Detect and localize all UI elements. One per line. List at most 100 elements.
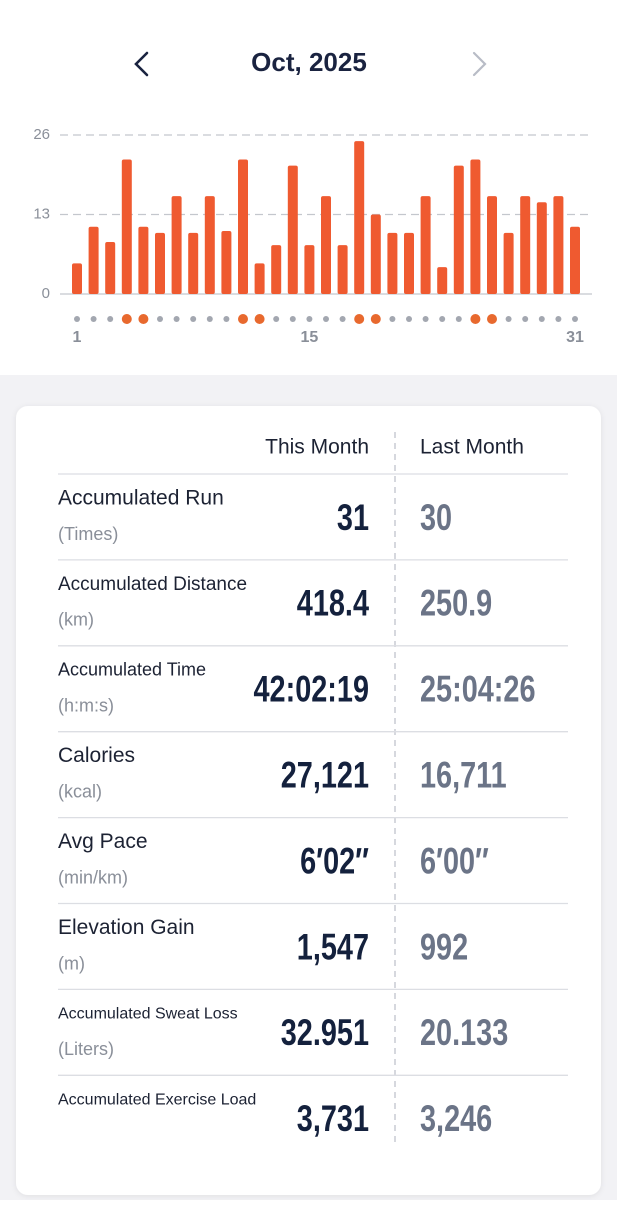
- bar: [72, 263, 82, 294]
- day-marker: [354, 314, 365, 324]
- row-unit: (Times): [58, 524, 118, 544]
- day-marker: [422, 316, 429, 322]
- bar: [155, 232, 165, 294]
- row-unit: (Liters): [58, 1039, 114, 1059]
- row-unit: (min/km): [58, 867, 128, 887]
- bar: [470, 159, 481, 294]
- day-marker: [572, 316, 578, 322]
- bar: [171, 196, 182, 294]
- this-month-value: 42:02:19: [253, 669, 369, 710]
- row-label: Accumulated Sweat Loss: [58, 1006, 238, 1023]
- row-label: Calories: [58, 744, 135, 767]
- day-marker: [121, 314, 132, 324]
- row-unit: (m): [58, 953, 85, 973]
- last-month-value: 30: [420, 497, 452, 538]
- chart: 0 13 26 1 15 31: [33, 126, 592, 346]
- prev-month-button[interactable]: [134, 51, 149, 77]
- bar: [105, 242, 116, 294]
- bar: [221, 231, 232, 294]
- y-tick-label: 13: [33, 205, 50, 222]
- bar: [553, 196, 564, 294]
- y-tick-label: 0: [42, 285, 50, 302]
- bar: [503, 232, 514, 294]
- bar: [304, 245, 315, 294]
- day-marker: [406, 316, 412, 322]
- row-unit: (h:m:s): [58, 696, 114, 716]
- bar: [387, 232, 398, 294]
- x-tick-label: 15: [301, 329, 319, 346]
- day-marker: [206, 316, 213, 322]
- bar: [487, 196, 497, 294]
- row-unit: (km): [58, 610, 94, 630]
- row-label: Accumulated Time: [58, 660, 206, 680]
- bar: [354, 141, 365, 294]
- bar: [287, 165, 298, 294]
- day-marker: [74, 316, 80, 322]
- day-marker: [157, 316, 163, 322]
- this-month-value: 6′02″: [300, 841, 369, 882]
- last-month-value: 20.133: [420, 1013, 508, 1054]
- last-month-value: 3,246: [420, 1099, 492, 1140]
- day-marker: [555, 316, 562, 322]
- bar: [204, 196, 215, 294]
- day-marker: [190, 316, 197, 322]
- day-marker: [323, 316, 329, 322]
- last-month-value: 6′00″: [420, 841, 489, 882]
- day-marker: [90, 316, 97, 322]
- this-month-value: 3,731: [297, 1099, 369, 1140]
- bar: [88, 226, 99, 294]
- day-marker: [173, 316, 180, 322]
- bar: [536, 202, 547, 294]
- bar: [453, 165, 464, 294]
- bar: [321, 196, 331, 294]
- row-label: Avg Pace: [58, 830, 148, 853]
- next-month-button[interactable]: [472, 51, 487, 77]
- day-marker: [487, 314, 497, 324]
- day-marker: [505, 316, 512, 322]
- bar: [570, 226, 580, 294]
- stats-table: This Month Last Month Accumulated Run (Time…: [58, 436, 568, 1140]
- this-month-value: 418.4: [297, 583, 370, 624]
- column-header: Last Month: [420, 436, 524, 459]
- this-month-value: 31: [337, 497, 369, 538]
- last-month-value: 16,711: [420, 755, 507, 796]
- day-marker: [370, 314, 381, 324]
- bar: [337, 245, 348, 294]
- day-marker: [306, 316, 313, 322]
- bar: [121, 159, 132, 294]
- day-marker: [254, 314, 265, 324]
- this-month-value: 32.951: [281, 1013, 369, 1054]
- last-month-value: 25:04:26: [420, 669, 536, 710]
- month-title: Oct, 2025: [251, 47, 367, 77]
- day-marker: [273, 316, 280, 322]
- bar: [404, 232, 414, 294]
- row-label: Accumulated Exercise Load: [58, 1092, 256, 1109]
- row-label: Accumulated Run: [58, 487, 224, 510]
- day-marker: [339, 316, 346, 322]
- last-month-value: 992: [420, 927, 468, 968]
- day-marker: [538, 316, 545, 322]
- day-marker: [439, 316, 446, 322]
- day-marker: [289, 316, 296, 322]
- y-tick-label: 26: [33, 126, 50, 143]
- column-header: This Month: [265, 436, 369, 459]
- bar: [254, 263, 265, 294]
- bar: [138, 226, 149, 294]
- bar: [420, 196, 431, 294]
- day-marker: [522, 316, 529, 322]
- day-marker: [455, 316, 462, 322]
- stats-card: [16, 406, 601, 1195]
- row-label: Accumulated Distance: [58, 574, 247, 595]
- bar: [437, 267, 448, 294]
- bar: [188, 232, 199, 294]
- last-month-value: 250.9: [420, 583, 492, 624]
- day-marker: [107, 316, 114, 322]
- day-marker: [138, 314, 149, 324]
- x-tick-label: 31: [566, 329, 584, 346]
- this-month-value: 1,547: [297, 927, 369, 968]
- row-unit: (kcal): [58, 781, 102, 801]
- row-label: Elevation Gain: [58, 916, 195, 939]
- x-tick-label: 1: [73, 329, 82, 346]
